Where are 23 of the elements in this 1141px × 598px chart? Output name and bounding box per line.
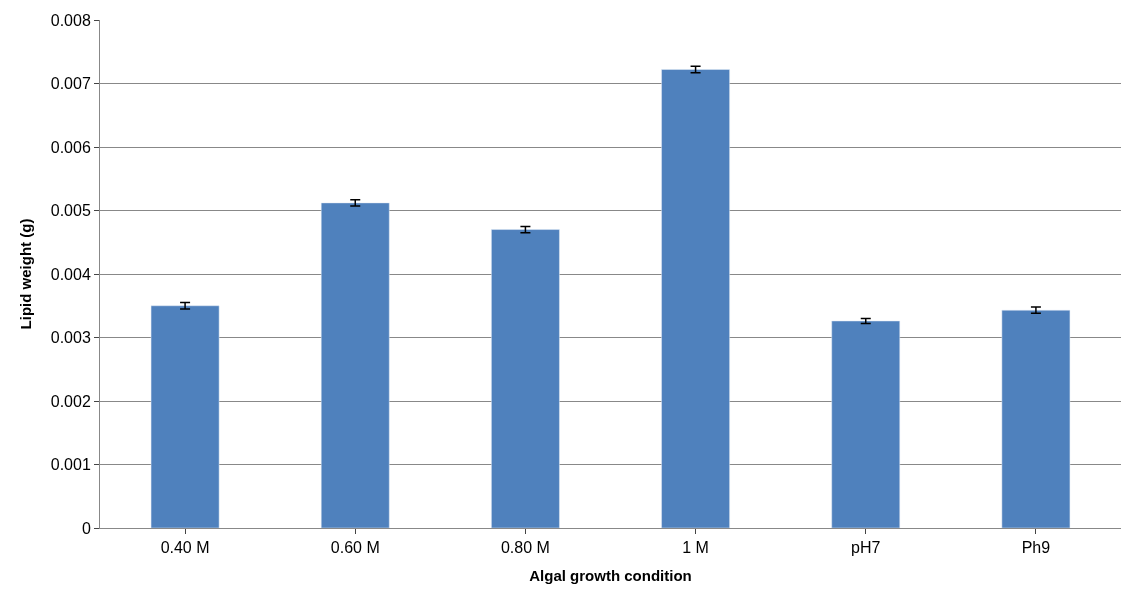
x-tick-label: Ph9	[1021, 539, 1051, 557]
y-tick-label: 0.005	[50, 202, 91, 220]
y-axis-title: Lipid weight (g)	[17, 218, 34, 330]
x-tick-label: 0.80 M	[500, 539, 550, 557]
y-tick-label: 0.007	[50, 75, 91, 93]
y-tick-label: 0.003	[50, 329, 91, 347]
y-tick-label: 0	[81, 519, 91, 537]
y-tick-label: 0.008	[50, 11, 91, 29]
bar	[491, 229, 560, 528]
y-tick-label: 0.002	[50, 392, 91, 410]
bar	[150, 305, 220, 528]
bar	[320, 202, 390, 528]
x-tick-label: 1 M	[682, 539, 709, 557]
x-tick-label: 0.40 M	[160, 539, 210, 557]
y-tick-label: 0.001	[50, 456, 91, 474]
y-tick-label: 0.004	[50, 265, 91, 283]
bar	[831, 320, 901, 528]
y-tick-label: 0.006	[50, 138, 91, 156]
bar	[661, 69, 730, 528]
x-tick-label: pH7	[851, 539, 881, 557]
x-tick-label: 0.60 M	[330, 539, 380, 557]
bar	[1001, 309, 1071, 528]
x-axis-title: Algal growth condition	[529, 567, 692, 585]
